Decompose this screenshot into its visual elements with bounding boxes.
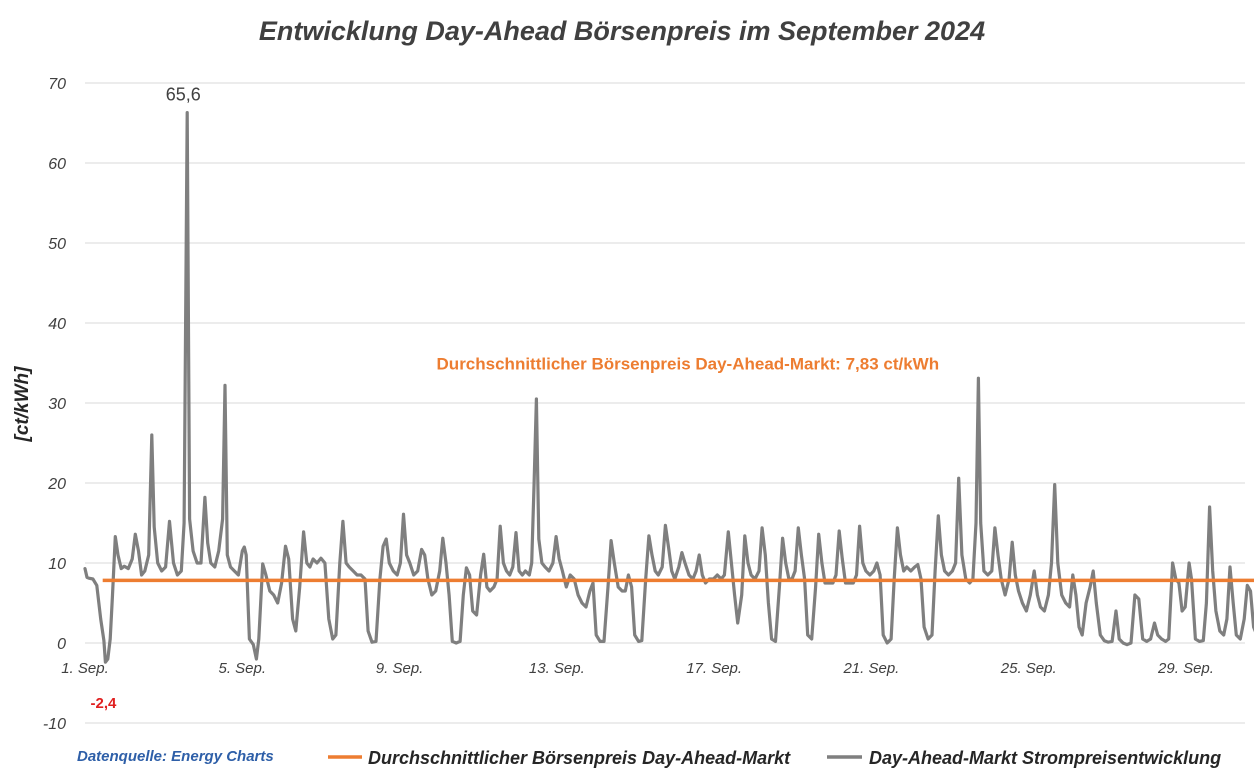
x-tick-label: 29. Sep. [1157, 660, 1214, 677]
x-axis-ticks: 1. Sep. 5. Sep. 9. Sep. 13. Sep. 17. Sep. 21.… [61, 660, 1214, 677]
average-annotation: Durchschnittlicher Börsenpreis Day-Ahead… [437, 354, 940, 373]
y-axis-label: [ct/kWh] [12, 366, 33, 443]
data-source-note: Datenquelle: Energy Charts [77, 748, 274, 765]
x-tick-label: 1. Sep. [61, 660, 109, 677]
series-price-line [83, 111, 1254, 664]
legend-item-price: Day-Ahead-Markt Strompreisentwicklung [827, 748, 1221, 768]
y-tick-label: 0 [57, 636, 66, 653]
y-tick-label: -10 [43, 716, 66, 733]
y-tick-label: 20 [47, 476, 66, 493]
y-tick-label: 10 [48, 556, 66, 573]
x-tick-label: 9. Sep. [376, 660, 424, 677]
y-tick-label: 60 [48, 156, 66, 173]
y-tick-label: 50 [48, 236, 66, 253]
legend-label: Day-Ahead-Markt Strompreisentwicklung [869, 748, 1221, 768]
legend: Durchschnittlicher Börsenpreis Day-Ahead… [328, 748, 1221, 768]
y-tick-label: 40 [48, 316, 66, 333]
x-tick-label: 5. Sep. [219, 660, 267, 677]
y-tick-label: 30 [48, 396, 66, 413]
y-tick-label: 70 [48, 76, 66, 93]
grid-lines [85, 82, 1245, 724]
min-value-label: -2,4 [91, 695, 118, 712]
legend-item-average: Durchschnittlicher Börsenpreis Day-Ahead… [328, 748, 791, 768]
x-tick-label: 25. Sep. [1000, 660, 1057, 677]
x-tick-label: 21. Sep. [842, 660, 899, 677]
y-axis-ticks: -10 0 10 20 30 40 50 60 70 [43, 76, 66, 733]
max-value-label: 65,6 [166, 85, 201, 105]
series-layer [83, 111, 1254, 664]
annotation-layer: 65,6 -2,4 Durchschnittlicher Börsenpreis D… [91, 85, 940, 713]
legend-label: Durchschnittlicher Börsenpreis Day-Ahead… [368, 748, 791, 768]
x-tick-label: 17. Sep. [686, 660, 742, 677]
x-tick-label: 13. Sep. [529, 660, 585, 677]
chart-title: Entwicklung Day-Ahead Börsenpreis im Sep… [259, 16, 985, 46]
